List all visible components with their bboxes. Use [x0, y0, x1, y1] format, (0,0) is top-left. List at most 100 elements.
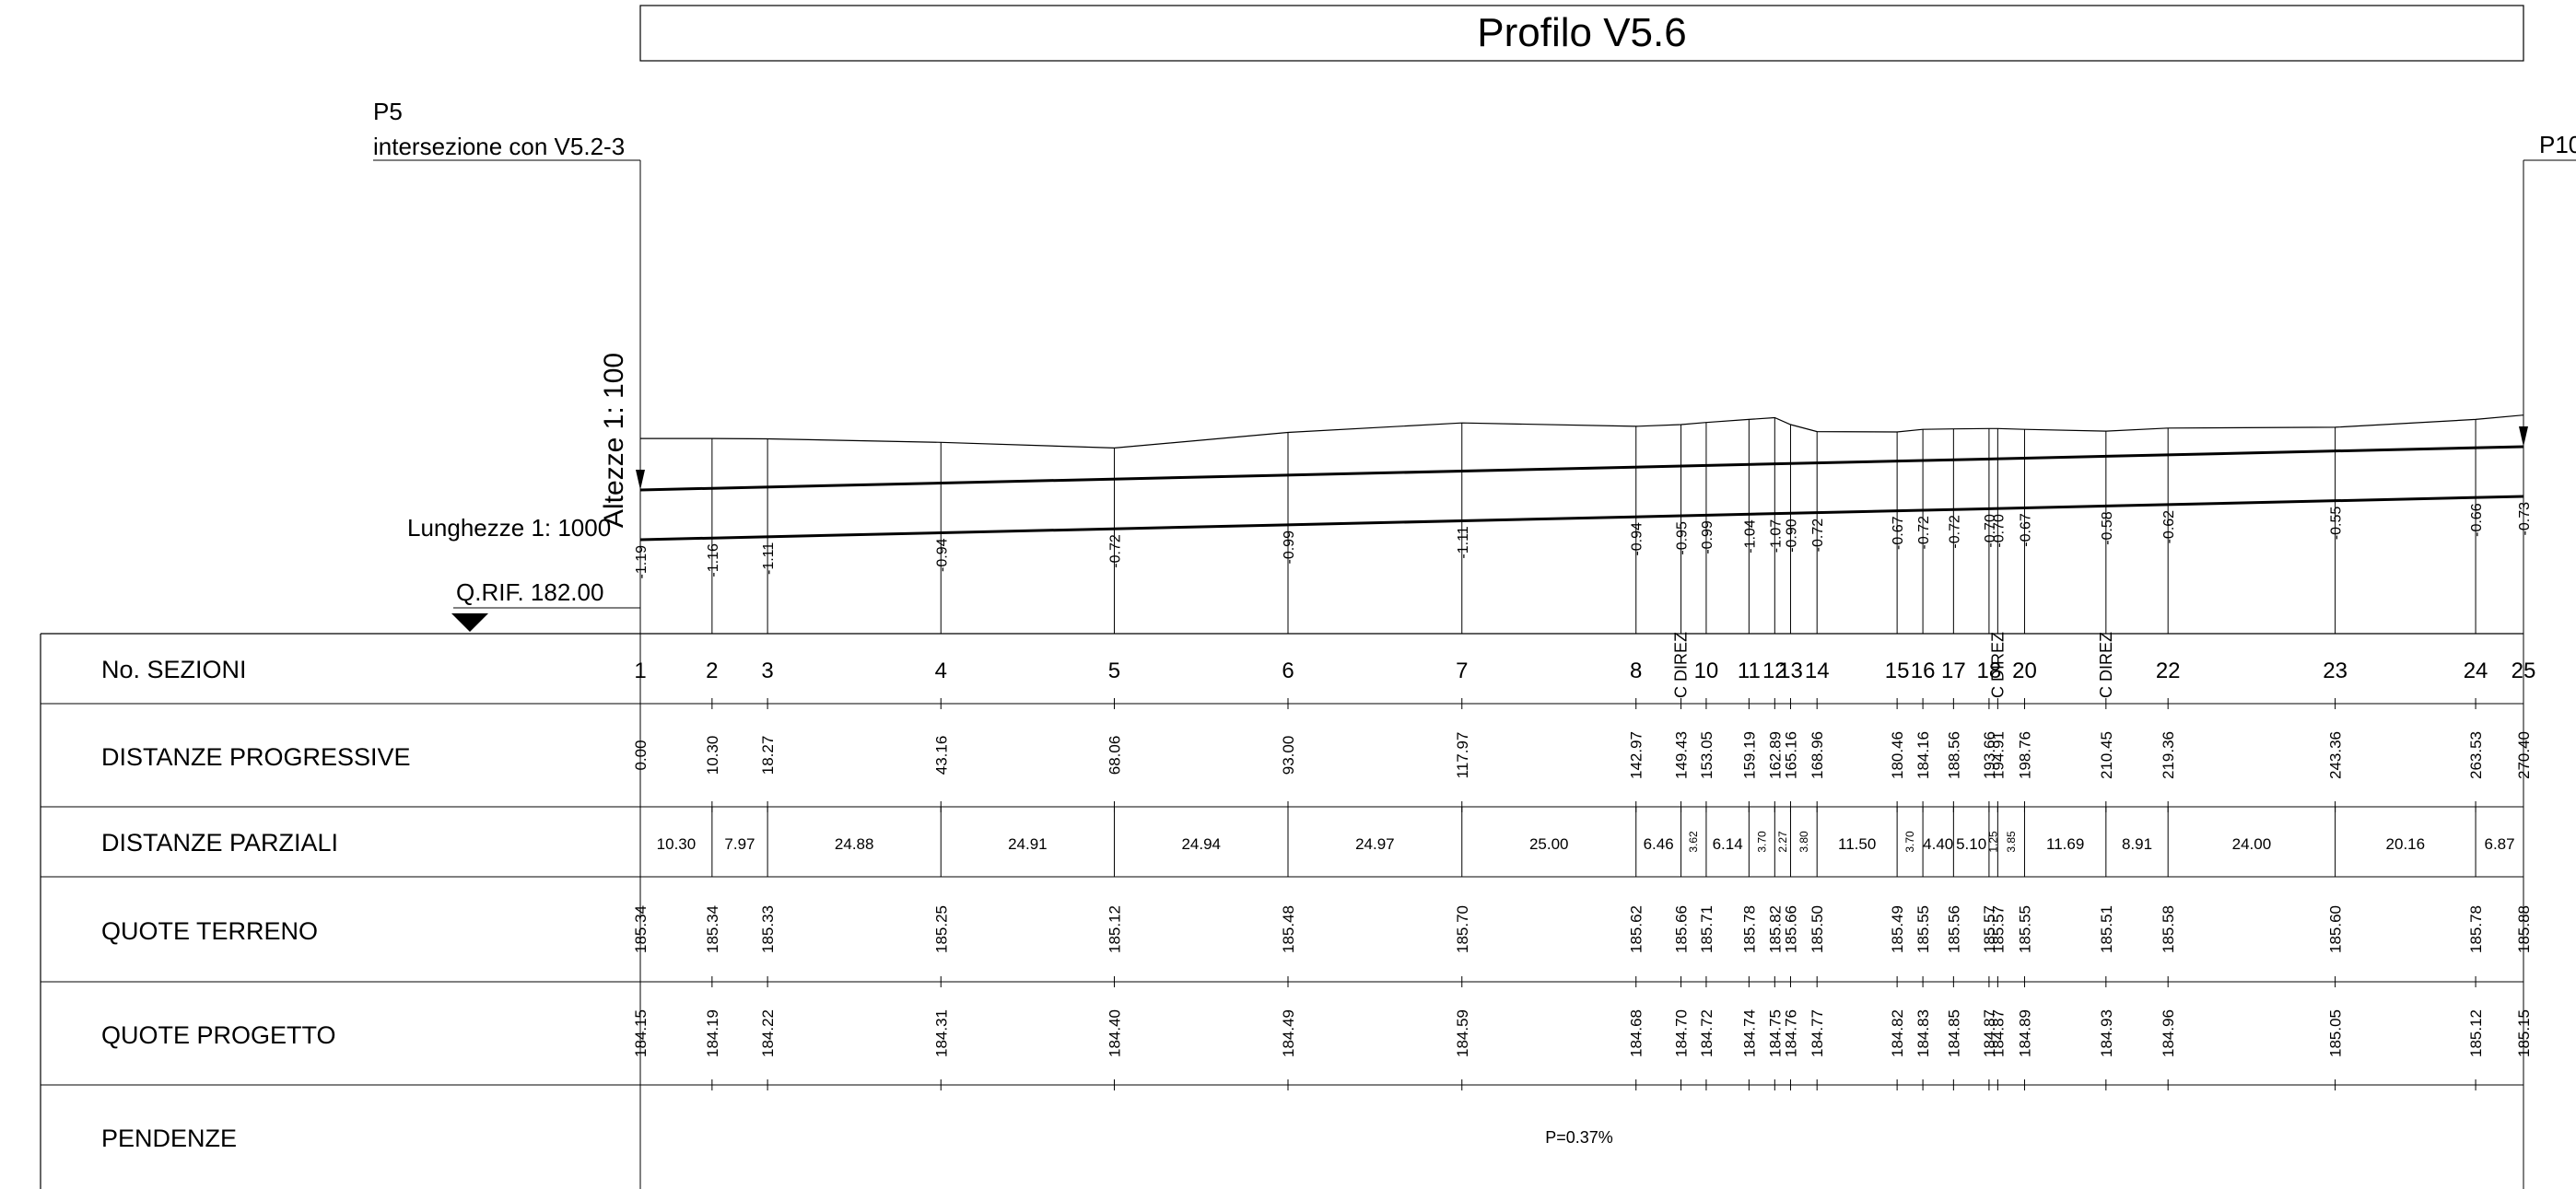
section-number: 13 — [1778, 659, 1803, 683]
partial-distance: 3.62 — [1687, 831, 1700, 853]
section-terrain-value: 185.58 — [2160, 905, 2177, 953]
start-level-marker — [636, 470, 645, 490]
section-prog-value: 149.43 — [1673, 731, 1691, 779]
row-label-terrain: QUOTE TERRENO — [101, 917, 318, 945]
elevation-difference: -0.66 — [2469, 503, 2485, 537]
section-prog-value: 153.05 — [1698, 731, 1715, 779]
section-design-value: 184.15 — [632, 1009, 650, 1057]
section-terrain-value: 185.55 — [1914, 905, 1932, 953]
section-number: 18 — [1977, 659, 2002, 683]
partial-distance: 11.50 — [1838, 835, 1876, 853]
section-terrain-value: 185.88 — [2515, 905, 2533, 953]
elevation-difference: -1.19 — [634, 545, 650, 579]
section-number: 16 — [1911, 659, 1936, 683]
section-design-value: 184.72 — [1698, 1009, 1715, 1057]
elevation-difference: -0.94 — [934, 538, 950, 572]
partial-distance: 3.85 — [2005, 831, 2018, 853]
row-label-sections: No. SEZIONI — [101, 656, 247, 683]
elevation-difference: -0.70 — [1983, 514, 1998, 548]
elevation-difference: -0.55 — [2329, 507, 2345, 541]
section-design-value: 184.82 — [1889, 1009, 1906, 1057]
section-terrain-value: 185.34 — [632, 905, 650, 953]
section-terrain-value: 185.70 — [1454, 905, 1471, 953]
profile-title: Profilo V5.6 — [1477, 10, 1686, 55]
section-prog-value: 188.56 — [1945, 731, 1962, 779]
section-prog-value: 159.19 — [1740, 731, 1758, 779]
partial-distance: 24.00 — [2232, 835, 2272, 853]
section-prog-value: 219.36 — [2160, 731, 2177, 779]
elevation-difference: -1.11 — [761, 542, 777, 575]
title-box — [639, 5, 2524, 62]
partial-distance: 2.27 — [1776, 831, 1789, 853]
section-number: 3 — [761, 659, 773, 683]
section-prog-value: 18.27 — [759, 736, 777, 775]
section-design-value: 184.74 — [1740, 1009, 1758, 1057]
section-design-value: 184.83 — [1914, 1009, 1932, 1057]
section-prog-value: 93.00 — [1280, 736, 1297, 775]
section-terrain-value: 185.57 — [1981, 905, 1998, 953]
section-number: 7 — [1456, 659, 1468, 683]
section-design-value: 184.96 — [2160, 1009, 2177, 1057]
partial-distance: 7.97 — [724, 835, 755, 853]
section-prog-value: 270.40 — [2515, 731, 2533, 779]
partial-distance: 11.69 — [2046, 835, 2084, 853]
elevation-difference: -0.99 — [1282, 530, 1297, 565]
section-prog-value: 10.30 — [704, 736, 721, 775]
scale-heights: Altezze 1: 100 — [599, 353, 629, 528]
section-prog-value: 193.66 — [1981, 731, 1998, 779]
row-label-design: QUOTE PROGETTO — [101, 1021, 336, 1049]
section-number: 5 — [1108, 659, 1120, 683]
reference-level-triangle — [451, 613, 488, 632]
section-number: 1 — [634, 659, 646, 683]
section-prog-value: 210.45 — [2098, 731, 2115, 779]
partial-distance: 6.46 — [1644, 835, 1674, 853]
elevation-difference: -1.07 — [1768, 519, 1784, 554]
section-number: 11 — [1738, 659, 1761, 683]
elevation-difference: -1.04 — [1742, 519, 1758, 554]
section-prog-value: 184.16 — [1914, 731, 1932, 779]
section-design-value: 184.70 — [1673, 1009, 1691, 1057]
start-point-label: P5 — [373, 98, 403, 125]
section-terrain-value: 185.66 — [1673, 905, 1691, 953]
partial-distance: 3.70 — [1903, 831, 1916, 853]
section-number: 24 — [2464, 659, 2488, 683]
scale-lengths: Lunghezze 1: 1000 — [407, 514, 611, 542]
elevation-difference: -0.95 — [1675, 521, 1691, 555]
section-terrain-value: 185.55 — [2016, 905, 2033, 953]
end-point-label: P10 — [2539, 131, 2576, 158]
elevation-difference: -0.58 — [2100, 511, 2115, 545]
elevation-difference: -0.73 — [2517, 502, 2533, 536]
start-point-note: intersezione con V5.2-3 — [373, 133, 625, 160]
elevation-difference: -0.99 — [1700, 520, 1715, 554]
section-number: 15 — [1885, 659, 1910, 683]
section-terrain-value: 185.66 — [1782, 905, 1799, 953]
partial-distance: 24.91 — [1008, 835, 1048, 853]
direction-marker: C DIREZ — [1672, 632, 1691, 698]
partial-distance: 24.88 — [835, 835, 874, 853]
row-label-slope: PENDENZE — [101, 1125, 237, 1152]
section-terrain-value: 185.25 — [932, 905, 950, 953]
elevation-difference: -0.70 — [1991, 514, 2007, 548]
section-number: 20 — [2012, 659, 2037, 683]
section-prog-value: 142.97 — [1628, 731, 1645, 779]
section-prog-value: 194.91 — [1989, 731, 2007, 779]
section-terrain-value: 185.71 — [1698, 905, 1715, 953]
section-number: 4 — [935, 659, 947, 683]
section-prog-value: 0.00 — [632, 740, 650, 770]
section-prog-value: 180.46 — [1889, 731, 1906, 779]
section-design-value: 184.40 — [1106, 1009, 1123, 1057]
section-design-value: 184.87 — [1989, 1009, 2007, 1057]
partial-distance: 24.94 — [1181, 835, 1221, 853]
partial-distance: 20.16 — [2386, 835, 2426, 853]
section-number: 14 — [1805, 659, 1830, 683]
section-number: 22 — [2156, 659, 2181, 683]
partial-distance: 8.91 — [2122, 835, 2152, 853]
section-design-value: 184.68 — [1628, 1009, 1645, 1057]
section-number: 6 — [1282, 659, 1294, 683]
end-level-marker — [2519, 426, 2528, 447]
elevation-difference: -0.67 — [2018, 513, 2033, 547]
partial-distance: 10.30 — [657, 835, 697, 853]
partial-distance: 6.14 — [1713, 835, 1743, 853]
section-prog-value: 168.96 — [1809, 731, 1826, 779]
